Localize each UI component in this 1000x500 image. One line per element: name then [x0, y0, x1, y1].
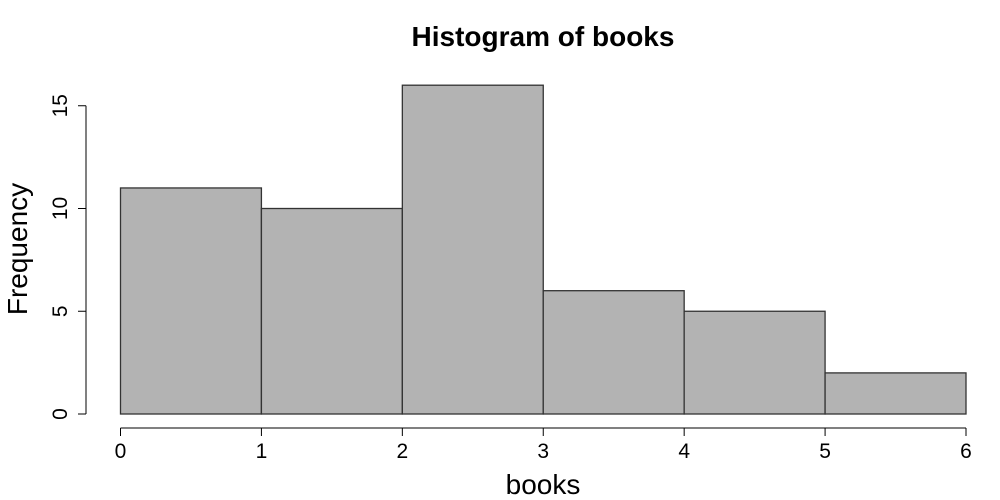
x-tick-label: 5	[819, 440, 831, 463]
y-tick-label: 5	[49, 305, 72, 317]
histogram-bar	[401, 84, 544, 415]
y-axis: 0 5 10 15	[49, 94, 87, 420]
histogram-bar	[683, 310, 826, 415]
y-tick-label: 0	[49, 408, 72, 420]
histogram-bar	[119, 187, 263, 415]
y-tick-label: 10	[49, 197, 72, 220]
histogram-bar	[824, 372, 967, 415]
x-axis: 0 1 2 3 4 5 6	[115, 427, 972, 463]
bars-group	[119, 84, 967, 415]
x-tick-label: 2	[396, 440, 408, 463]
x-tick-label: 6	[960, 440, 972, 463]
x-tick-label: 0	[115, 440, 127, 463]
histogram-bar	[260, 207, 403, 415]
x-tick-label: 1	[256, 440, 268, 463]
x-tick-label: 3	[537, 440, 549, 463]
x-axis-label: books	[506, 469, 581, 500]
x-tick-label: 4	[678, 440, 690, 463]
histogram-bar	[542, 290, 685, 415]
y-tick-label: 15	[49, 94, 72, 117]
chart-title: Histogram of books	[412, 21, 675, 52]
y-axis-label: Frequency	[2, 183, 33, 315]
